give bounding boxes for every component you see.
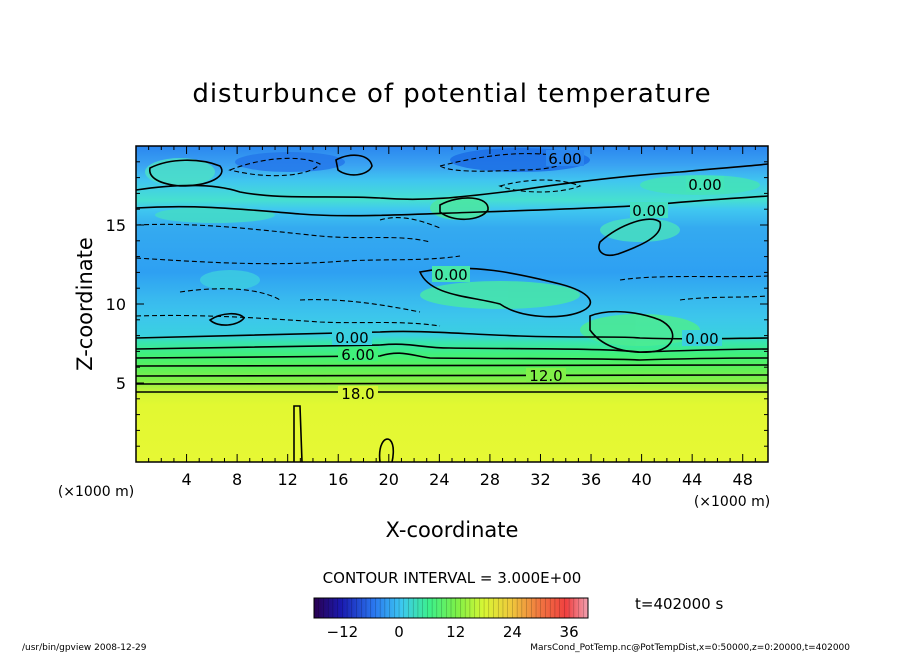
y-axis-label: Z-coordinate xyxy=(73,237,97,371)
x-unit-right: (×1000 m) xyxy=(694,494,770,510)
contour-label: 0.00 xyxy=(682,330,722,348)
contour-label: 0.00 xyxy=(432,266,470,284)
contour-label-text: 6.00 xyxy=(341,346,374,364)
x-tick-label: 36 xyxy=(581,470,601,489)
contour-label-text: 0.00 xyxy=(688,176,721,194)
colorbar-tick-label: 0 xyxy=(394,623,404,641)
y-tick-label: 5 xyxy=(116,374,126,393)
contour-label-text: 18.0 xyxy=(341,385,374,403)
y-tick-label: 15 xyxy=(106,216,126,235)
colorbar-ticks: −12 0 12 24 36 xyxy=(327,623,579,641)
y-tick-label: 10 xyxy=(106,295,126,314)
contour-interval: CONTOUR INTERVAL = 3.000E+00 xyxy=(323,569,582,587)
x-tick-label: 28 xyxy=(480,470,500,489)
colorbar-tick-label: 12 xyxy=(446,623,465,641)
x-tick-label: 32 xyxy=(530,470,550,489)
x-tick-label: 12 xyxy=(278,470,298,489)
colorbar-tick-label: −12 xyxy=(327,623,359,641)
contour-label-text: 0.00 xyxy=(335,329,368,347)
contour-label: 0.00 xyxy=(686,176,724,194)
x-axis: 4 8 12 16 20 24 28 32 36 40 44 48 xyxy=(148,146,756,489)
colorbar-tick-label: 36 xyxy=(560,623,579,641)
contour-label: 18.0 xyxy=(338,385,378,403)
contour-label: 6.00 xyxy=(546,150,584,168)
x-tick-label: 48 xyxy=(733,470,753,489)
y-axis: 5 10 15 xyxy=(106,161,768,447)
contour-label: 0.00 xyxy=(630,202,668,220)
x-tick-label: 20 xyxy=(379,470,399,489)
colorbar-tick-label: 24 xyxy=(503,623,522,641)
x-tick-label: 24 xyxy=(429,470,449,489)
x-tick-label: 8 xyxy=(232,470,242,489)
x-tick-label: 4 xyxy=(181,470,191,489)
colorbar-stripes xyxy=(318,598,584,618)
contour-label: 12.0 xyxy=(526,367,566,385)
plot-area: 6.00 0.00 0.00 0.00 0.00 0.00 xyxy=(136,146,768,462)
contour-label-text: 0.00 xyxy=(685,330,718,348)
contours-solid xyxy=(136,154,768,462)
x-axis-label: X-coordinate xyxy=(386,518,519,542)
contour-label-text: 0.00 xyxy=(434,266,467,284)
x-tick-label: 40 xyxy=(631,470,651,489)
x-tick-label: 16 xyxy=(328,470,348,489)
colorbar: −12 0 12 24 36 xyxy=(313,597,589,641)
colorbar-gradient xyxy=(313,597,589,619)
contour-label: 0.00 xyxy=(332,329,372,347)
contour-labels: 6.00 0.00 0.00 0.00 0.00 0.00 xyxy=(332,150,724,403)
time-label: t=402000 s xyxy=(635,595,723,613)
contour-label-text: 0.00 xyxy=(632,202,665,220)
x-unit-left: (×1000 m) xyxy=(58,484,134,500)
x-tick-label: 44 xyxy=(682,470,702,489)
contour-label: 6.00 xyxy=(338,346,378,364)
contours-dashed xyxy=(136,153,768,327)
contour-label-text: 6.00 xyxy=(548,150,581,168)
chart-title: disturbunce of potential temperature xyxy=(192,79,711,109)
footer-right: MarsCond_PotTemp.nc@PotTempDist,x=0:5000… xyxy=(530,643,850,653)
contour-label-text: 12.0 xyxy=(529,367,562,385)
footer-left: /usr/bin/gpview 2008-12-29 xyxy=(22,643,147,653)
